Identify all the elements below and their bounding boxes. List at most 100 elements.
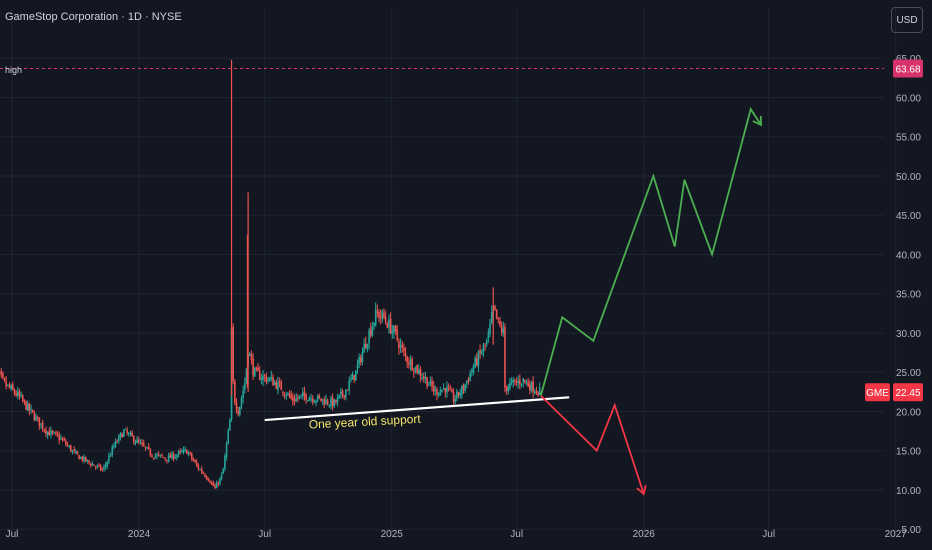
bearish-projection-arrowhead: [636, 484, 647, 496]
candle: [16, 386, 19, 400]
candle: [225, 441, 228, 461]
candle: [388, 314, 390, 334]
candle: [507, 383, 510, 395]
candle: [190, 451, 193, 462]
candle: [524, 379, 526, 385]
candle: [68, 444, 70, 449]
candle: [283, 392, 286, 399]
candle: [121, 432, 123, 438]
candle: [189, 451, 191, 456]
candle: [181, 448, 183, 453]
candle: [126, 426, 128, 436]
candle: [212, 480, 215, 487]
candle: [469, 369, 471, 382]
candle: [162, 456, 165, 459]
candle: [46, 431, 49, 439]
candle: [250, 350, 253, 365]
support-line[interactable]: [264, 396, 570, 422]
candle: [152, 457, 155, 461]
candle: [244, 377, 246, 394]
candle: [475, 353, 478, 367]
candle: [399, 338, 402, 353]
candle: [263, 373, 266, 382]
candle: [346, 389, 349, 391]
candle: [108, 452, 110, 465]
candle: [36, 415, 39, 422]
y-tick-label: 25.00: [896, 368, 921, 379]
x-tick-label: 2024: [128, 529, 151, 540]
bullish-projection[interactable]: [539, 107, 762, 396]
candle: [361, 347, 364, 366]
candle: [323, 396, 326, 409]
candle: [61, 436, 64, 442]
candle: [119, 432, 122, 441]
candle: [520, 383, 523, 388]
candle: [139, 438, 142, 445]
candle: [113, 442, 115, 450]
candle: [502, 321, 505, 337]
candle: [199, 468, 201, 471]
candle: [537, 391, 539, 397]
candle: [60, 434, 62, 441]
candle: [411, 356, 413, 372]
candle: [510, 377, 513, 386]
candle: [391, 324, 394, 339]
candle: [529, 379, 531, 395]
candle: [194, 459, 196, 464]
candle: [3, 377, 6, 383]
candle: [41, 419, 44, 432]
candle: [35, 413, 37, 422]
candle: [106, 460, 109, 469]
candle: [131, 430, 133, 437]
candle: [303, 386, 306, 401]
high-price-badge: [893, 59, 923, 78]
y-tick-label: 40.00: [896, 250, 921, 261]
candle: [124, 428, 127, 431]
candle: [300, 394, 302, 399]
candle: [321, 398, 324, 406]
candle: [326, 398, 329, 406]
candle: [268, 376, 271, 382]
x-tick-label: Jul: [6, 529, 19, 540]
candle: [8, 382, 11, 389]
candle: [78, 454, 80, 460]
candle: [245, 368, 248, 385]
candle: [101, 467, 104, 472]
candle: [396, 325, 399, 342]
candle: [373, 322, 375, 331]
candle: [79, 456, 82, 460]
candle: [447, 383, 450, 392]
candle: [437, 392, 440, 398]
candle: [172, 451, 175, 462]
candle: [282, 391, 284, 397]
candle: [499, 316, 501, 328]
candle: [157, 451, 160, 457]
candle: [210, 480, 213, 486]
candle: [260, 374, 263, 385]
candle: [482, 342, 485, 358]
candle: [484, 343, 486, 351]
currency-button[interactable]: USD: [891, 7, 923, 33]
candle: [164, 457, 167, 462]
candle: [141, 439, 143, 447]
candle: [313, 399, 316, 404]
candle: [220, 472, 223, 481]
bearish-projection[interactable]: [540, 395, 645, 495]
candle: [311, 395, 314, 406]
candle: [147, 442, 150, 450]
candle: [167, 452, 170, 463]
x-tick-label: Jul: [762, 529, 775, 540]
candle: [76, 450, 79, 455]
candle: [50, 426, 52, 439]
candle: [215, 480, 218, 489]
candle: [517, 375, 520, 389]
candle: [21, 394, 24, 403]
candle: [432, 380, 435, 396]
candle: [81, 455, 84, 463]
candle: [184, 446, 186, 453]
candle: [70, 444, 72, 453]
candle: [146, 446, 148, 450]
candle: [192, 457, 195, 462]
candle: [134, 439, 137, 446]
